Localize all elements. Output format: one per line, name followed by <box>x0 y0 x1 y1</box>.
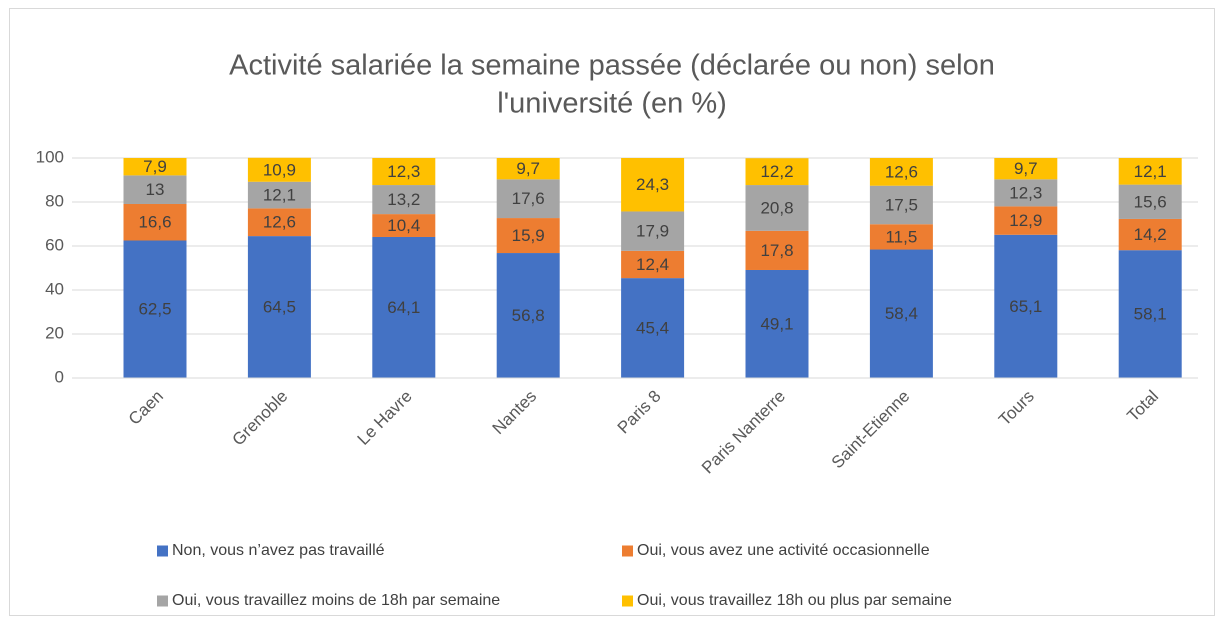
bar-segment <box>621 158 685 212</box>
y-tick-label: 0 <box>55 367 64 386</box>
data-label: 12,3 <box>1009 183 1042 202</box>
chart-title: Activité salariée la semaine passée (déc… <box>229 50 995 82</box>
data-label: 12,1 <box>1134 162 1167 181</box>
data-label: 64,1 <box>387 298 420 317</box>
bar-segment <box>994 158 1058 180</box>
bar-segment <box>994 234 1058 378</box>
bar-segment <box>247 157 311 182</box>
data-label: 64,5 <box>263 298 296 317</box>
bar-segment <box>869 249 933 378</box>
data-label: 12,2 <box>760 162 793 181</box>
bar-segment <box>1118 158 1182 185</box>
bar-segment <box>372 158 436 186</box>
data-label: 12,6 <box>885 162 918 181</box>
data-label: 17,9 <box>636 222 669 241</box>
data-label: 12,9 <box>1009 211 1042 230</box>
bar-segment <box>869 158 933 186</box>
y-tick-label: 100 <box>36 147 64 166</box>
y-tick-label: 60 <box>45 235 64 254</box>
bar-segment <box>496 218 560 254</box>
bar-segment <box>745 185 809 231</box>
bar-segment <box>247 181 311 209</box>
bar-segment <box>247 208 311 237</box>
data-label: 13,2 <box>387 190 420 209</box>
data-label: 9,7 <box>516 159 540 178</box>
data-label: 12,6 <box>263 213 296 232</box>
bar-segment <box>372 214 436 237</box>
legend-label: Oui, vous travaillez moins de 18h par se… <box>172 592 500 609</box>
data-label: 17,5 <box>885 195 918 214</box>
bar-segment <box>372 185 436 215</box>
data-label: 16,6 <box>138 213 171 232</box>
legend-swatch <box>622 545 633 557</box>
data-label: 12,1 <box>263 186 296 205</box>
bar-segment <box>372 236 436 378</box>
bar-segment <box>496 253 560 378</box>
data-label: 20,8 <box>760 198 793 217</box>
bar-segment <box>621 278 685 378</box>
data-label: 7,9 <box>143 157 167 176</box>
data-label: 10,4 <box>387 216 420 235</box>
bar-segment <box>869 185 933 225</box>
bar-segment <box>994 206 1058 235</box>
bar-segment <box>745 230 809 270</box>
y-tick-label: 40 <box>45 279 64 298</box>
legend-swatch <box>622 595 633 607</box>
data-label: 17,6 <box>512 189 545 208</box>
bar-segment <box>869 224 933 250</box>
data-label: 14,2 <box>1134 225 1167 244</box>
data-label: 56,8 <box>512 306 545 325</box>
bar-segment <box>247 236 311 378</box>
bar-segment <box>1118 184 1182 219</box>
bar-segment <box>1118 218 1182 251</box>
data-label: 15,9 <box>512 226 545 245</box>
bar-segment <box>745 158 809 186</box>
bar-segment <box>123 203 187 241</box>
bar-segment <box>123 158 187 176</box>
bar-segment <box>123 175 187 204</box>
bar-segment <box>621 211 685 251</box>
legend-label: Oui, vous travaillez 18h ou plus par sem… <box>637 592 952 609</box>
bar-segment <box>1118 250 1182 378</box>
legend-swatch <box>157 545 168 557</box>
data-label: 62,5 <box>138 300 171 319</box>
data-label: 58,1 <box>1134 305 1167 324</box>
y-tick-label: 20 <box>45 323 64 342</box>
data-label: 45,4 <box>636 319 669 338</box>
legend-swatch <box>157 595 168 607</box>
data-label: 24,3 <box>636 175 669 194</box>
data-label: 15,6 <box>1134 192 1167 211</box>
legend-label: Non, vous n’avez pas travaillé <box>172 542 385 559</box>
data-label: 49,1 <box>760 314 793 333</box>
bar-segment <box>496 179 560 219</box>
data-label: 13 <box>146 180 165 199</box>
data-label: 11,5 <box>885 227 917 246</box>
bar-segment <box>621 250 685 279</box>
data-label: 58,4 <box>885 304 918 323</box>
data-label: 9,7 <box>1014 159 1038 178</box>
bar-segment <box>123 240 187 378</box>
bar-segment <box>745 269 809 378</box>
data-label: 10,9 <box>263 160 296 179</box>
chart-title: l'université (en %) <box>497 88 727 120</box>
y-tick-label: 80 <box>45 191 64 210</box>
bar-segment <box>994 179 1058 207</box>
legend-label: Oui, vous avez une activité occasionnell… <box>637 542 930 559</box>
data-label: 12,3 <box>387 162 420 181</box>
data-label: 12,4 <box>636 255 669 274</box>
data-label: 17,8 <box>760 241 793 260</box>
bar-segment <box>496 158 560 180</box>
data-label: 65,1 <box>1009 297 1042 316</box>
